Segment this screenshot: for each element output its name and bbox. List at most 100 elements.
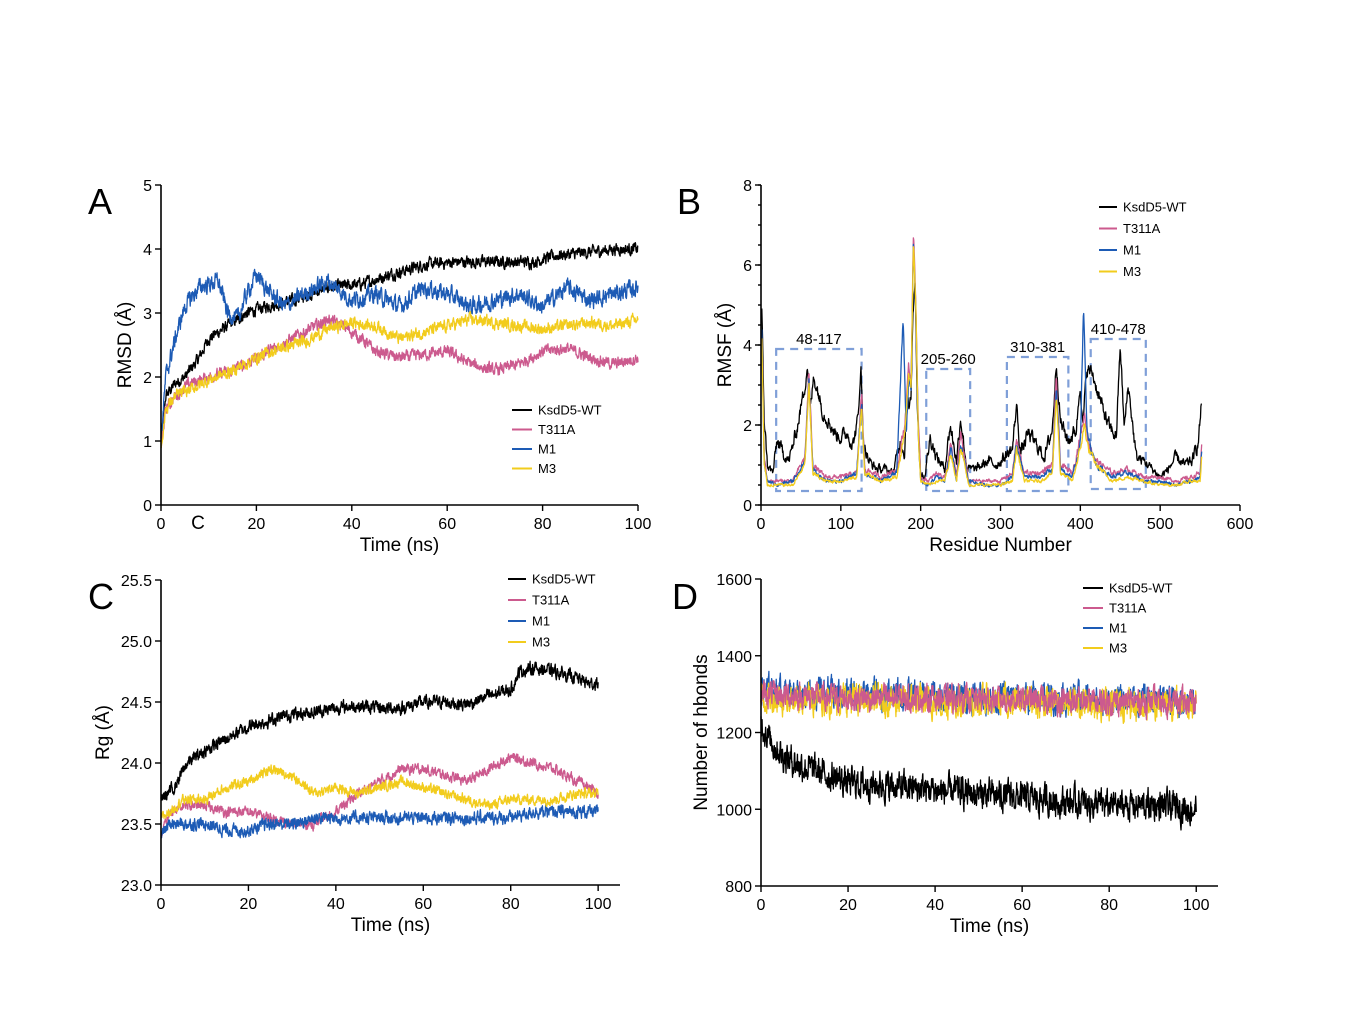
panel-a: A 0 20 40 60 80 100 0 1 2 3 4 5 Time (ns) RMSD (Å) C Ksd… [88,178,651,556]
series-line-t311a [761,237,1203,484]
legend: KsdD5-WT T311A M1 M3 [512,403,602,476]
legend-label: T311A [1123,221,1161,236]
x-tick-label: 20 [240,896,258,913]
region-label: 310-381 [1010,339,1065,356]
y-tick-label: 2 [743,418,752,435]
legend-label: KsdD5-WT [532,572,596,587]
x-tick-label: 60 [438,516,456,533]
region-label: 410-478 [1091,321,1146,338]
y-tick-label: 0 [743,498,752,515]
y-tick-label: 4 [143,242,152,259]
y-axis-label: Rg (Å) [93,705,114,760]
panel-letter: C [88,576,114,617]
y-axis-label: RMSF (Å) [715,303,736,387]
x-tick-label: 20 [839,897,857,914]
series-line-m3 [761,246,1203,488]
legend-label: M3 [532,635,550,650]
x-tick-label: 100 [1183,897,1210,914]
x-tick-label: 40 [327,896,345,913]
legend: KsdD5-WT T311A M1 M3 [508,572,596,650]
x-tick-label: 100 [827,516,854,533]
legend: KsdD5-WT T311A M1 M3 [1099,200,1187,279]
x-tick-label: 60 [1013,897,1031,914]
series-line-t311a [760,680,1197,721]
y-tick-label: 3 [143,306,152,323]
y-axis-label: RMSD (Å) [115,302,136,389]
legend-label: M1 [1109,621,1127,636]
x-tick-label: 500 [1147,516,1174,533]
series-line-m1 [160,802,599,839]
panel-d: D 0 20 40 60 80 100 800 1000 1200 1400 1600 Time (ns… [672,572,1218,937]
y-tick-label: 4 [743,338,752,355]
series-line-t311a [160,753,599,839]
y-tick-label: 25.5 [121,573,152,590]
x-tick-label: 40 [926,897,944,914]
x-tick-label: 80 [534,516,552,533]
x-tick-label: 400 [1067,516,1094,533]
y-tick-label: 23.5 [121,817,152,834]
legend-label: M1 [1123,243,1141,258]
x-tick-label: 600 [1227,516,1254,533]
panel-letter: A [88,181,112,222]
y-tick-label: 1600 [716,572,752,589]
x-tick-label: 0 [757,897,766,914]
y-tick-label: 800 [725,879,752,896]
series-line-m3 [160,764,599,819]
region-box [1005,355,1070,493]
series-line-m3 [160,310,639,449]
y-tick-label: 1200 [716,726,752,743]
y-tick-label: 2 [143,370,152,387]
y-tick-label: 8 [743,178,752,195]
legend-label: M3 [538,461,556,476]
x-tick-label: 80 [502,896,520,913]
series-line-ksdd5-wt [160,660,599,801]
stray-label: C [191,513,205,534]
legend-label: M1 [538,442,556,457]
x-tick-label: 40 [343,516,361,533]
panel-letter: D [672,576,698,617]
x-tick-label: 100 [625,516,652,533]
panel-c: C 0 20 40 60 80 100 23.0 23.5 24.0 24.5 25.0 25.5 Tim… [88,572,620,936]
legend-label: M3 [1123,264,1141,279]
x-tick-label: 0 [757,516,766,533]
y-tick-label: 24.0 [121,756,152,773]
x-axis-label: Time (ns) [950,916,1030,937]
x-tick-label: 80 [1100,897,1118,914]
x-tick-label: 60 [414,896,432,913]
x-tick-label: 200 [907,516,934,533]
y-axis-label: Number of hbonds [691,654,712,810]
x-tick-label: 300 [987,516,1014,533]
x-tick-label: 20 [248,516,266,533]
legend-label: KsdD5-WT [538,403,602,418]
legend-label: T311A [532,593,570,608]
series-line-ksdd5-wt [760,716,1197,831]
legend: KsdD5-WT T311A M1 M3 [1083,581,1173,656]
x-tick-label: 0 [157,516,166,533]
legend-label: KsdD5-WT [1123,200,1187,215]
y-tick-label: 1400 [716,649,752,666]
y-tick-label: 24.5 [121,695,152,712]
legend-label: M3 [1109,641,1127,656]
x-axis-label: Time (ns) [351,915,431,936]
region-label: 205-260 [921,351,976,368]
region-box [1089,337,1147,491]
y-tick-label: 5 [143,178,152,195]
x-axis-label: Time (ns) [360,535,440,556]
y-tick-label: 23.0 [121,878,152,895]
series-line-ksdd5-wt [761,282,1203,480]
y-tick-label: 6 [743,258,752,275]
legend-label: T311A [1109,601,1147,616]
legend-label: T311A [538,422,576,437]
legend-label: M1 [532,614,550,629]
y-tick-label: 0 [143,498,152,515]
x-tick-label: 0 [157,896,166,913]
y-tick-label: 1 [143,434,152,451]
panel-letter: B [677,181,701,222]
x-tick-label: 100 [585,896,612,913]
region-box [925,367,972,493]
y-tick-label: 25.0 [121,634,152,651]
region-label: 48-117 [796,331,842,348]
x-axis-label: Residue Number [929,535,1072,556]
